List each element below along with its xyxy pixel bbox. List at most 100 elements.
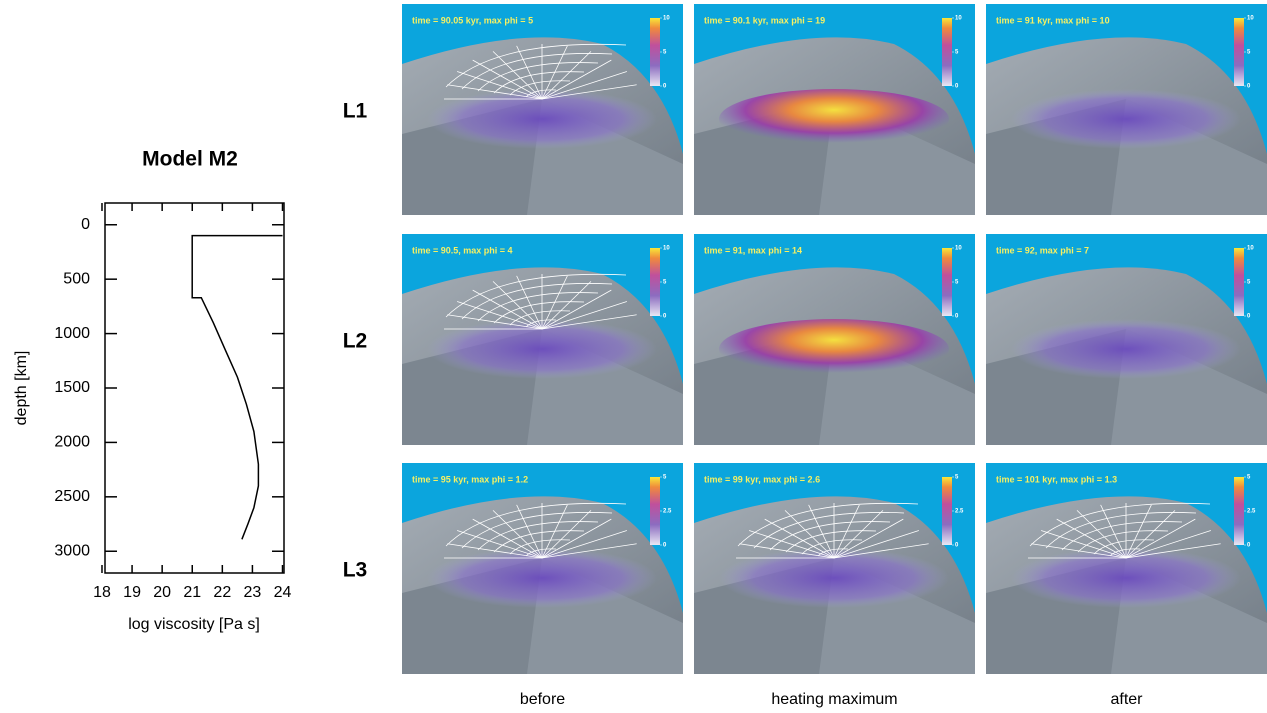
mesh-line	[461, 283, 613, 320]
y-tick-label: 2500	[54, 488, 90, 505]
mesh-line	[461, 512, 613, 549]
colorbar	[1234, 248, 1244, 316]
simulation-panel: time = 90.05 kyr, max phi = 5 0 5 10	[402, 4, 683, 216]
mesh-line	[739, 543, 835, 559]
heat-anomaly	[1011, 548, 1241, 608]
colorbar	[650, 248, 660, 316]
y-tick-label: 1000	[54, 325, 90, 342]
x-tick-label: 22	[213, 584, 231, 601]
panel-caption: time = 101 kyr, max phi = 1.3	[996, 474, 1117, 484]
mesh-line	[801, 539, 863, 555]
colorbar-tick-label: 0	[955, 543, 959, 549]
mesh-line	[541, 289, 612, 330]
plot-frame	[104, 202, 285, 574]
x-tick-label: 23	[244, 584, 262, 601]
mesh-line	[784, 510, 835, 559]
y-tick-label: 0	[81, 216, 90, 233]
y-axis-label: depth [km]	[13, 351, 30, 426]
mesh-line	[1093, 539, 1155, 555]
mesh-line	[541, 510, 592, 559]
simulation-panel: time = 99 kyr, max phi = 2.6 0 2.5 5	[694, 463, 975, 674]
panel-caption: time = 99 kyr, max phi = 2.6	[704, 474, 820, 484]
mesh-line	[1125, 518, 1196, 559]
colorbar-tick-label: 2.5	[955, 509, 964, 515]
mesh-line	[1041, 530, 1127, 559]
mesh-line	[525, 548, 557, 557]
row-label: L1	[343, 100, 368, 123]
column-label: before	[520, 691, 565, 708]
x-axis-label: log viscosity [Pa s]	[128, 616, 260, 633]
mesh-line	[833, 504, 860, 559]
panel-caption: time = 90.05 kyr, max phi = 5	[412, 15, 533, 25]
x-tick-label: 24	[274, 584, 292, 601]
mesh-line	[541, 530, 627, 559]
mesh-line	[1045, 512, 1197, 549]
mesh-line	[525, 319, 557, 328]
colorbar-tick-label: 2.5	[1247, 509, 1256, 515]
mesh-line	[525, 89, 557, 98]
mesh-line	[1125, 510, 1176, 559]
mesh-line	[541, 275, 568, 330]
mesh-line	[472, 59, 543, 100]
colorbar-tick-label: 0	[663, 314, 667, 320]
mesh-line	[833, 543, 929, 559]
mesh-line	[1125, 504, 1152, 559]
mesh-line	[1077, 530, 1169, 553]
mesh-line	[1109, 548, 1141, 557]
mesh-line	[785, 530, 877, 553]
mesh-line	[541, 281, 592, 330]
heat-anomaly	[1011, 89, 1241, 149]
colorbar-tick-label: 0	[955, 314, 959, 320]
mesh-line	[737, 502, 919, 547]
colorbar-tick-label: 0	[955, 84, 959, 90]
colorbar-tick-label: 10	[955, 16, 962, 22]
mesh-line	[457, 301, 543, 330]
mesh-line	[749, 530, 835, 559]
panel-caption: time = 95 kyr, max phi = 1.2	[412, 474, 528, 484]
colorbar-tick-label: 5	[955, 475, 959, 481]
mesh-line	[509, 80, 571, 96]
colorbar-tick-label: 10	[663, 16, 670, 22]
colorbar-tick-label: 10	[663, 246, 670, 252]
colorbar-tick-label: 5	[1247, 280, 1251, 286]
mesh-line	[808, 504, 835, 559]
row-label: L3	[343, 559, 368, 582]
mesh-line	[492, 51, 543, 100]
x-tick-label: 20	[153, 584, 171, 601]
mesh	[736, 502, 929, 559]
mesh-line	[541, 51, 592, 100]
row-label: L2	[343, 330, 368, 353]
mesh-line	[753, 512, 905, 549]
colorbar-tick-label: 10	[1247, 16, 1254, 22]
mesh-line	[817, 548, 849, 557]
y-tick-label: 1500	[54, 379, 90, 396]
colorbar-tick-label: 10	[955, 246, 962, 252]
mesh-line	[1076, 510, 1127, 559]
x-tick-label: 18	[93, 584, 111, 601]
mesh-line	[516, 275, 543, 330]
colorbar-tick-label: 0	[663, 543, 667, 549]
mesh-line	[445, 273, 627, 318]
heat-anomaly	[719, 548, 949, 608]
panel-caption: time = 90.1 kyr, max phi = 19	[704, 15, 825, 25]
mesh-line	[493, 301, 585, 324]
mesh-line	[492, 281, 543, 330]
simulation-panel: time = 95 kyr, max phi = 1.2 0 2.5 5	[402, 463, 683, 674]
heat-anomaly	[427, 548, 657, 608]
colorbar	[1234, 477, 1244, 545]
mesh-line	[833, 510, 884, 559]
mesh-line	[457, 530, 543, 559]
mesh-line	[461, 53, 613, 90]
mesh-line	[445, 43, 627, 88]
panel-caption: time = 91, max phi = 14	[704, 245, 802, 255]
panel-caption: time = 92, max phi = 7	[996, 245, 1089, 255]
mesh-line	[1029, 502, 1211, 547]
mesh-line	[541, 301, 627, 330]
mesh-line	[541, 504, 568, 559]
colorbar-tick-label: 5	[663, 50, 667, 56]
mesh-line	[457, 71, 543, 100]
colorbar-tick-label: 5	[955, 280, 959, 286]
colorbar-tick-label: 5	[663, 280, 667, 286]
mesh-line	[472, 289, 543, 330]
colorbar-tick-label: 5	[1247, 50, 1251, 56]
